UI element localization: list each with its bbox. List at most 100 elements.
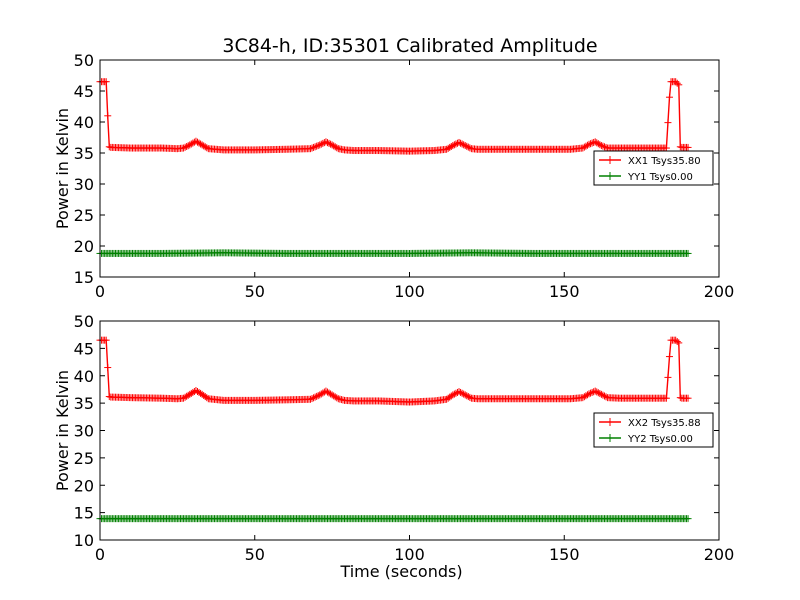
data-point: [433, 400, 436, 402]
series-1-1: [96, 78, 692, 155]
y-tick-label: 45: [74, 82, 94, 101]
data-point: [532, 517, 535, 520]
data-point: [458, 390, 460, 393]
data-point: [677, 84, 680, 86]
data-point: [594, 141, 596, 143]
data-point: [223, 517, 225, 520]
data-point: [668, 355, 671, 358]
y-tick-label: 15: [74, 504, 94, 523]
data-point: [253, 399, 256, 402]
data-point: [681, 146, 683, 149]
series-line: [100, 80, 688, 152]
data-point: [656, 252, 658, 255]
data-point: [102, 339, 104, 341]
data-point: [517, 397, 519, 400]
data-point: [161, 517, 163, 520]
data-point: [619, 397, 621, 399]
data-point: [619, 147, 621, 149]
data-point: [377, 149, 380, 152]
data-point: [182, 147, 185, 149]
y-tick-label: 25: [74, 449, 94, 468]
legend-entry: XX1 Tsys35.80: [599, 156, 701, 167]
series-markers: [96, 78, 692, 155]
y-tick-label: 40: [74, 367, 94, 386]
series-1-2: [96, 249, 692, 257]
data-point: [674, 339, 677, 341]
data-point: [161, 147, 163, 149]
data-point: [309, 398, 312, 401]
data-point: [679, 396, 682, 399]
data-point: [105, 339, 107, 341]
data-point: [331, 144, 333, 146]
data-point: [517, 148, 519, 151]
y-tick-label: 35: [74, 394, 94, 413]
y-tick-label: 45: [74, 339, 94, 358]
series-2-2: [96, 515, 692, 523]
data-point: [670, 339, 672, 341]
data-point: [476, 148, 479, 151]
data-point: [337, 147, 340, 150]
data-point: [677, 342, 680, 344]
data-point: [108, 395, 111, 398]
data-point: [325, 141, 327, 143]
data-point: [594, 252, 596, 255]
data-point: [130, 147, 132, 149]
data-point: [464, 394, 467, 396]
data-point: [284, 252, 287, 255]
legend-label: XX1 Tsys35.80: [628, 156, 701, 167]
y-tick-label: 20: [74, 476, 94, 495]
data-point: [331, 394, 333, 396]
data-point: [408, 401, 411, 403]
x-tick-label: 50: [245, 282, 265, 301]
data-point: [470, 517, 473, 520]
legend: XX1 Tsys35.80 YY1 Tsys0.00: [593, 150, 714, 186]
top-panel: 0 50 100 150 200 15 20 25 30 35 40 45 50 Power in Kel…: [53, 51, 734, 301]
x-axis-label: Time (seconds): [339, 562, 462, 581]
data-point: [195, 389, 197, 392]
y-tick-label: 50: [74, 312, 94, 331]
data-point: [352, 149, 355, 152]
data-point: [582, 147, 584, 149]
y-tick-label: 40: [74, 113, 94, 132]
data-point: [195, 140, 197, 143]
series-line: [100, 339, 688, 403]
y-tick-label: 15: [74, 268, 94, 287]
data-point: [452, 144, 454, 147]
y-tick-label: 25: [74, 206, 94, 225]
data-point: [433, 149, 436, 152]
data-point: [600, 393, 603, 396]
x-tick-label: 200: [704, 545, 735, 564]
data-point: [606, 147, 609, 149]
data-point: [105, 80, 107, 83]
y-tick-label: 30: [74, 422, 94, 441]
x-tick-label: 100: [394, 282, 425, 301]
data-point: [284, 399, 287, 401]
data-point: [668, 96, 671, 98]
data-point: [106, 366, 109, 369]
series-2-1: [96, 336, 692, 406]
data-point: [687, 517, 689, 520]
data-point: [470, 147, 473, 150]
data-point: [582, 396, 584, 399]
data-point: [547, 397, 550, 400]
data-point: [223, 149, 225, 151]
data-point: [110, 146, 112, 149]
data-point: [182, 397, 185, 399]
data-point: [207, 147, 210, 150]
data-point: [547, 148, 550, 151]
x-tick-label: 0: [95, 545, 105, 564]
data-point: [346, 517, 349, 520]
data-point: [318, 144, 321, 146]
legend-box: [593, 150, 714, 186]
data-point: [343, 149, 346, 151]
data-point: [679, 146, 682, 148]
data-point: [458, 141, 460, 144]
y-tick-label: 35: [74, 144, 94, 163]
data-point: [176, 397, 179, 400]
data-point: [102, 80, 104, 83]
data-point: [594, 517, 596, 520]
data-point: [569, 148, 572, 151]
legend-entry: YY2 Tsys0.00: [599, 434, 693, 445]
legend-label: XX2 Tsys35.88: [628, 418, 701, 429]
data-point: [600, 144, 603, 147]
